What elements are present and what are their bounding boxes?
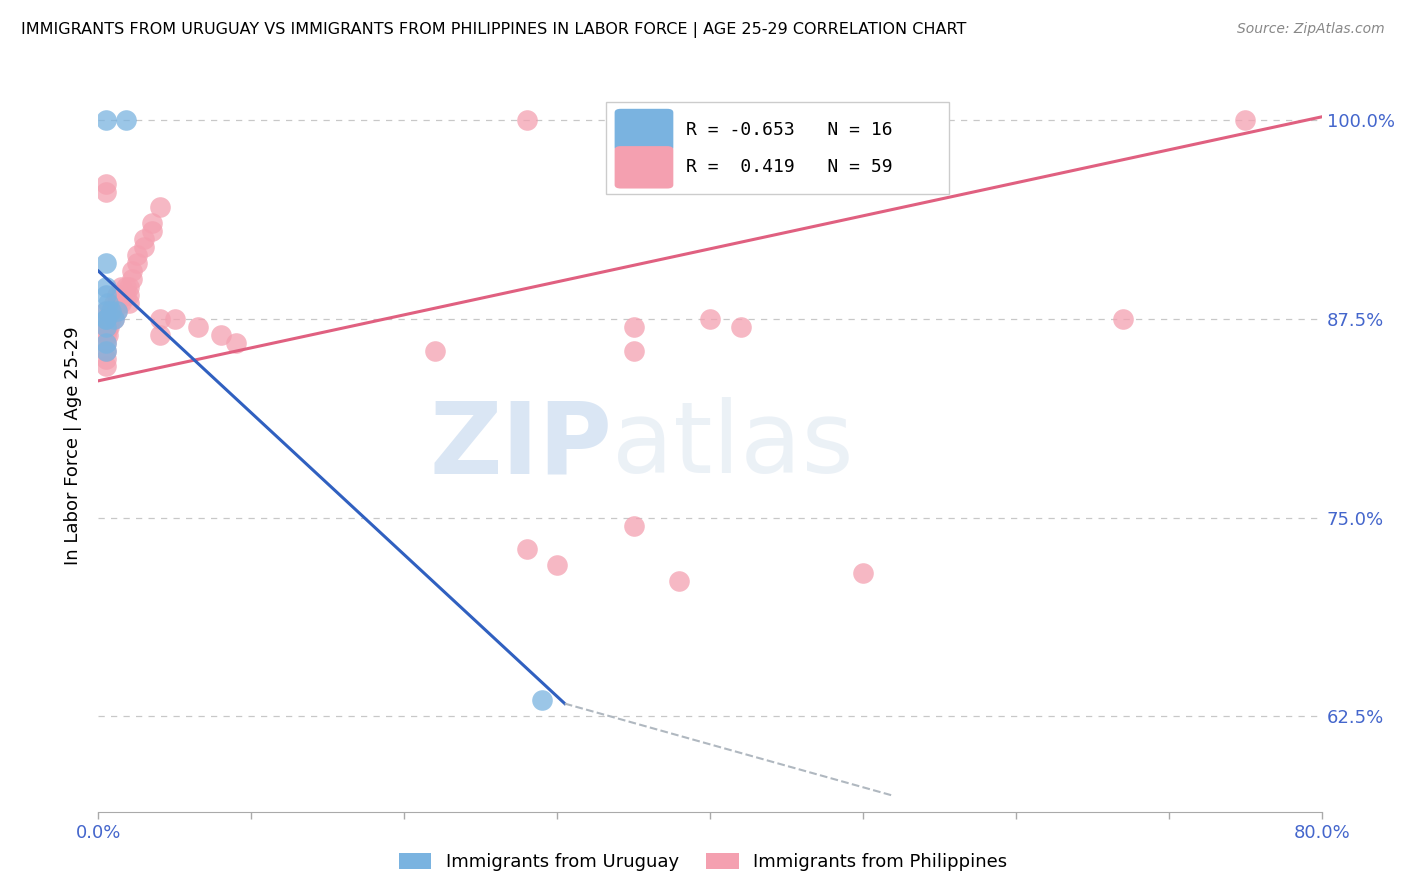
Point (115, 280, 138, 294)
Point (94, 113, 117, 128)
Point (94, 185, 117, 199)
Point (105, 303, 128, 318)
Point (134, 240, 156, 254)
Point (94, 280, 117, 294)
FancyBboxPatch shape (606, 103, 949, 194)
Text: Source: ZipAtlas.com: Source: ZipAtlas.com (1237, 22, 1385, 37)
Point (115, 113, 138, 128)
Point (121, 264, 143, 278)
Point (94, 311, 117, 326)
Point (110, 280, 132, 294)
Point (623, 319, 645, 334)
FancyBboxPatch shape (614, 109, 673, 152)
Point (149, 201, 172, 215)
Point (100, 303, 122, 318)
Point (163, 311, 186, 326)
Point (516, 113, 538, 128)
Point (530, 693, 553, 707)
Point (110, 288, 132, 302)
Point (110, 296, 132, 310)
Point (125, 248, 148, 262)
Point (98, 311, 121, 326)
Text: atlas: atlas (612, 398, 853, 494)
Point (623, 343, 645, 358)
Point (105, 303, 128, 318)
Point (115, 288, 138, 302)
Point (103, 311, 125, 326)
Point (699, 311, 721, 326)
Point (103, 303, 125, 318)
Point (94, 327, 117, 342)
Point (125, 256, 148, 270)
Point (94, 303, 117, 318)
Point (149, 311, 172, 326)
Point (94, 311, 117, 326)
Point (141, 224, 163, 238)
Point (118, 296, 141, 310)
Point (149, 327, 172, 342)
Point (94, 359, 117, 374)
Point (94, 335, 117, 350)
Point (103, 296, 125, 310)
Point (94, 319, 117, 334)
Text: R =  0.419   N = 59: R = 0.419 N = 59 (686, 158, 893, 177)
Point (134, 232, 156, 246)
Point (94, 303, 117, 318)
Point (94, 335, 117, 350)
Point (94, 256, 117, 270)
Point (97, 296, 120, 310)
Point (94, 343, 117, 358)
Point (1234, 113, 1257, 128)
Point (423, 343, 446, 358)
Text: R = -0.653   N = 16: R = -0.653 N = 16 (686, 121, 893, 139)
Point (94, 343, 117, 358)
Point (623, 518, 645, 533)
Legend: Immigrants from Uruguay, Immigrants from Philippines: Immigrants from Uruguay, Immigrants from… (392, 846, 1014, 879)
Text: ZIP: ZIP (429, 398, 612, 494)
Point (97, 319, 120, 334)
Point (118, 280, 141, 294)
Point (225, 335, 247, 350)
Point (97, 311, 120, 326)
Point (187, 319, 209, 334)
Point (141, 216, 163, 230)
Point (103, 311, 125, 326)
Point (98, 319, 121, 334)
Text: IMMIGRANTS FROM URUGUAY VS IMMIGRANTS FROM PHILIPPINES IN LABOR FORCE | AGE 25-2: IMMIGRANTS FROM URUGUAY VS IMMIGRANTS FR… (21, 22, 966, 38)
Point (546, 558, 568, 573)
FancyBboxPatch shape (614, 146, 673, 188)
Point (94, 351, 117, 366)
Point (94, 288, 117, 302)
Point (1112, 311, 1135, 326)
Point (730, 319, 752, 334)
Point (668, 574, 690, 589)
Point (97, 327, 120, 342)
Point (852, 566, 875, 581)
Point (516, 542, 538, 557)
Point (94, 311, 117, 326)
Y-axis label: In Labor Force | Age 25-29: In Labor Force | Age 25-29 (65, 326, 83, 566)
Point (94, 319, 117, 334)
Point (209, 327, 232, 342)
Point (105, 296, 128, 310)
Point (105, 288, 128, 302)
Point (118, 288, 141, 302)
Point (121, 272, 143, 286)
Point (100, 311, 122, 326)
Point (94, 177, 117, 191)
Point (100, 303, 122, 318)
